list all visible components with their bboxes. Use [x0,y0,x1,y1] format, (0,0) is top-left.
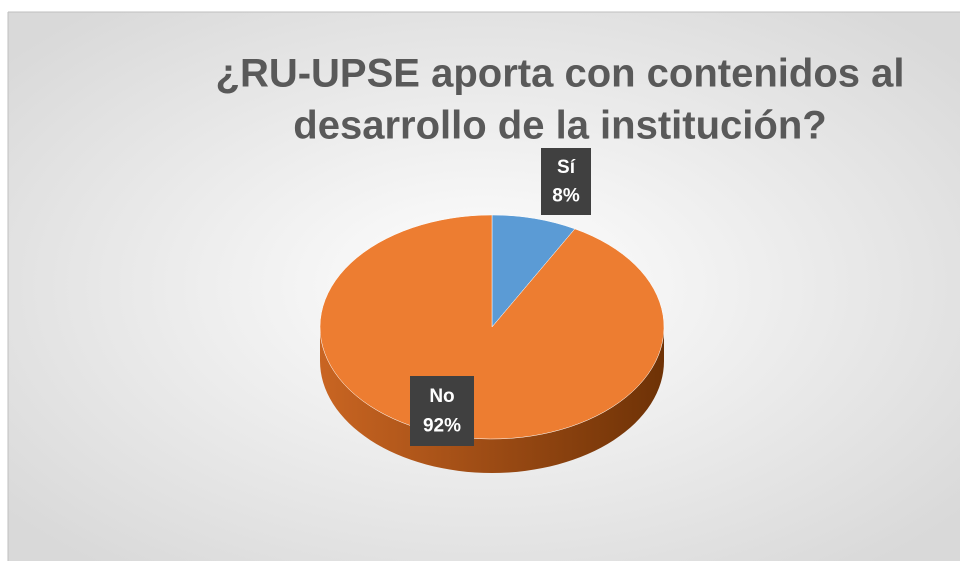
data-label-value: 92% [423,415,461,436]
data-label-box [541,148,591,215]
data-label-category: No [429,386,454,407]
data-label-value: 8% [552,185,580,206]
data-label-category: Sí [557,157,576,178]
pie-slice [319,214,665,440]
data-label-box [410,376,474,446]
chart-title: ¿RU-UPSE aporta con contenidos al [216,52,905,96]
chart-title: desarrollo de la institución? [293,104,826,148]
pie-side [320,327,664,473]
